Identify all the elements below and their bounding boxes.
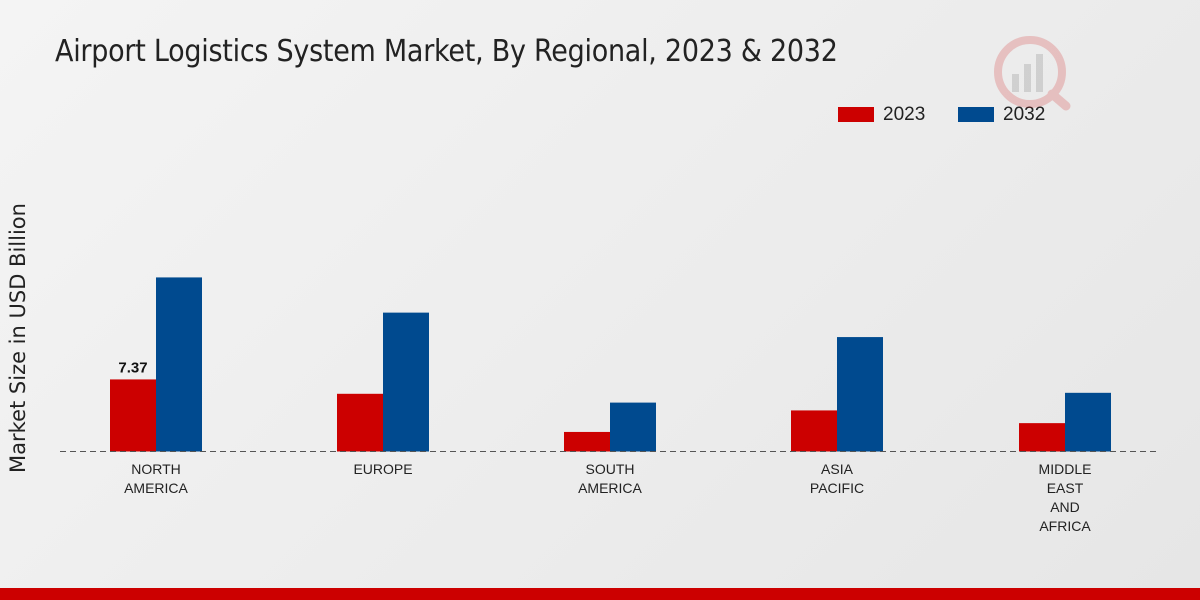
legend-label-2023: 2023 (883, 104, 926, 125)
x-tick-label-asia-pacific: ASIA PACIFIC (810, 461, 864, 496)
bar-2023-europe (337, 393, 383, 452)
x-tick-label-north-america: NORTH AMERICA (124, 461, 188, 496)
bar-2032-north-america (156, 277, 202, 452)
bar-2023-south-america (564, 431, 610, 452)
bar-2023-asia-pacific (791, 410, 837, 452)
bar-2032-europe (383, 312, 429, 452)
bar-2023-north-america (110, 379, 156, 452)
watermark-logo-icon (994, 36, 1071, 111)
x-tick-label-europe: EUROPE (353, 461, 412, 477)
data-label-2023-0: 7.37 (118, 359, 147, 376)
legend-swatch-2032 (958, 107, 994, 122)
bar-2032-middle-east-and-africa (1065, 392, 1111, 452)
legend-label-2032: 2032 (1003, 104, 1046, 125)
x-tick-label-south-america: SOUTH AMERICA (578, 461, 642, 496)
bar-2032-asia-pacific (837, 337, 883, 452)
bar-2032-south-america (610, 402, 656, 452)
footer-accent-bar (0, 588, 1200, 600)
legend-swatch-2023 (838, 107, 874, 122)
bar-2023-middle-east-and-africa (1019, 423, 1065, 452)
x-tick-label-middle-east-and-africa: MIDDLE EAST AND AFRICA (1039, 461, 1092, 534)
chart-title: Airport Logistics System Market, By Regi… (55, 34, 838, 69)
